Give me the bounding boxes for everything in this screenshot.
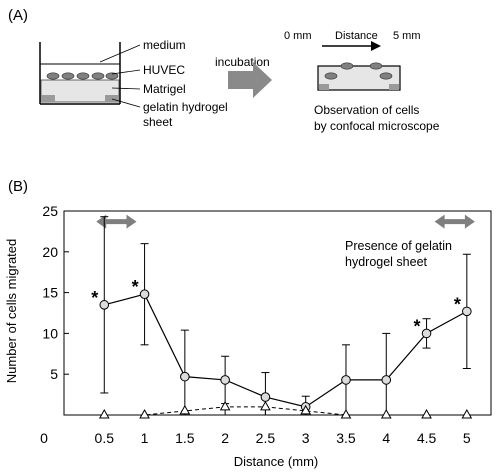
- circle-marker: [220, 375, 230, 385]
- significance-markers: * * * *: [91, 277, 461, 336]
- migration-chart: 25 20 15 10 5 0 0.5 1 1.5 2 2.5 3 3.5 4 4.5 5 * * * * Dis…: [4, 203, 492, 469]
- y-tick-label: 5: [50, 366, 58, 382]
- x-tick-label: 3: [302, 430, 310, 446]
- leader-line: [111, 87, 141, 90]
- y-axis-label: Number of cells migrated: [4, 239, 19, 384]
- panel-a-label: (A): [8, 7, 28, 24]
- circle-marker: [381, 375, 392, 385]
- distance-arrowhead: [371, 41, 381, 51]
- circle-marker: [260, 392, 271, 402]
- y-tick-label: 15: [42, 285, 58, 301]
- observed-sheet-left: [319, 84, 329, 90]
- panel-a: (A) medium HUVEC Matrigel gelatin hydrog…: [8, 7, 440, 133]
- triangle-marker: [219, 400, 231, 411]
- triangle-marker: [179, 404, 191, 415]
- x-tick-label: 4: [382, 430, 390, 446]
- circle-marker: [180, 371, 190, 382]
- plot-frame: [63, 210, 492, 416]
- huvec-cell: [91, 72, 105, 80]
- x-tick-label: 4.5: [417, 430, 437, 446]
- annotation-line2: hydrogel sheet: [345, 255, 428, 269]
- y-axis-ticks: 25 20 15 10 5: [42, 203, 69, 382]
- medium-label: medium: [143, 38, 186, 52]
- gelatin-sheet-right: [105, 95, 119, 102]
- huvec-cell: [105, 72, 119, 80]
- leader-line: [111, 98, 141, 108]
- matrigel-layer: [40, 79, 120, 103]
- distance-end-label: 5 mm: [393, 30, 421, 42]
- leader-line: [99, 44, 141, 63]
- significance-star: *: [91, 288, 98, 308]
- triangle-marker: [260, 400, 271, 411]
- sheet-region-arrow: [96, 214, 137, 229]
- x-tick-label: 3.5: [336, 430, 356, 446]
- triangle-marker: [340, 408, 352, 419]
- y-tick-label: 10: [42, 325, 58, 341]
- x-tick-label: 2.5: [256, 430, 276, 446]
- panel-b-label: (B): [8, 178, 28, 195]
- leader-line: [111, 69, 141, 75]
- circle-series-line: [104, 293, 468, 408]
- matrigel-label: Matrigel: [143, 82, 186, 96]
- x-axis-ticks: 0 0.5 1 1.5 2 2.5 3 3.5 4 4.5 5: [40, 410, 471, 446]
- surface-cell: [369, 62, 383, 70]
- x-tick-label: 0.5: [95, 430, 115, 446]
- triangle-marker: [98, 408, 110, 419]
- x-tick-label: 1.5: [175, 430, 195, 446]
- sheet-region-arrows: [96, 214, 475, 229]
- triangle-series-line: [104, 406, 467, 416]
- migrated-cell: [324, 72, 338, 80]
- y-tick-label: 25: [42, 203, 58, 219]
- distance-label: Distance: [335, 30, 378, 42]
- significance-star: *: [414, 316, 421, 336]
- gelatin-sheet-left: [41, 95, 55, 102]
- gelatin-sheet-label: gelatin hydrogel sheet: [143, 100, 231, 129]
- observed-sheet-right: [389, 84, 399, 90]
- x-tick-label: 0: [40, 430, 48, 446]
- x-tick-label: 1: [141, 430, 149, 446]
- incubation-arrow: incubation: [215, 55, 272, 98]
- triangle-marker: [461, 408, 473, 419]
- x-axis-label: Distance (mm): [234, 454, 319, 469]
- data-markers: [98, 289, 473, 419]
- annotation-line1: Presence of gelatin: [345, 239, 452, 253]
- series-lines: [104, 293, 468, 416]
- triangle-marker: [421, 408, 432, 419]
- triangle-marker: [380, 408, 392, 419]
- circle-marker: [462, 306, 472, 317]
- significance-star: *: [132, 277, 139, 297]
- significance-star: *: [454, 294, 461, 314]
- circle-marker: [421, 328, 432, 339]
- incubation-label: incubation: [215, 55, 270, 69]
- arrow-icon: [228, 62, 272, 98]
- surface-cell: [340, 62, 354, 70]
- y-tick-label: 20: [42, 244, 58, 260]
- x-tick-label: 5: [463, 430, 471, 446]
- circle-marker: [341, 375, 351, 385]
- circle-marker: [139, 289, 150, 300]
- sheet-region-arrow: [434, 214, 475, 229]
- observation-diagram: 0 mm Distance 5 mm Observation of cells …: [284, 30, 440, 133]
- huvec-label: HUVEC: [143, 63, 185, 77]
- huvec-cell: [46, 72, 60, 80]
- observation-caption-line1: Observation of cells: [314, 103, 419, 117]
- triangle-marker: [139, 408, 150, 419]
- x-tick-label: 2: [221, 430, 229, 446]
- culture-well-diagram: medium HUVEC Matrigel gelatin hydrogel s…: [39, 38, 231, 129]
- huvec-cell: [76, 72, 90, 80]
- huvec-cell: [61, 72, 75, 80]
- triangle-marker: [300, 404, 312, 415]
- circle-marker: [99, 300, 110, 310]
- migrated-cell: [379, 72, 393, 80]
- observation-caption-line2: by confocal microscope: [314, 119, 440, 133]
- distance-start-label: 0 mm: [284, 30, 312, 42]
